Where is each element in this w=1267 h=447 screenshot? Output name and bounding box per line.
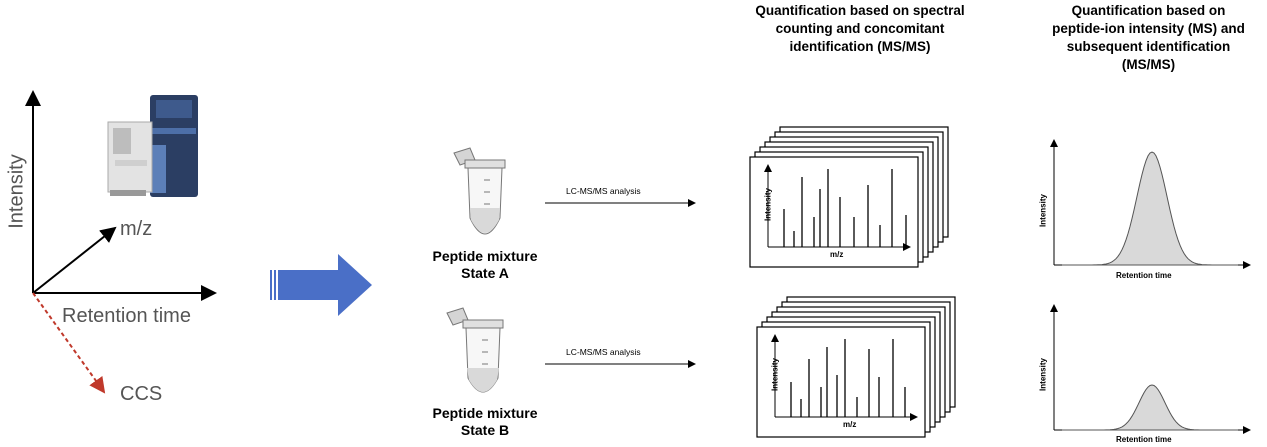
chromatogram-a-x-label: Retention time [1116,271,1172,280]
retention-time-axis-label: Retention time [62,305,191,327]
workflow-arrow [270,254,372,316]
analysis-label-a: LC-MS/MS analysis [566,186,641,196]
spectrum-stack-b [756,296,956,438]
chromatogram-peak [1062,384,1238,431]
ms-axes [25,90,217,394]
ccs-axis [32,292,106,394]
mz-axis-label: m/z [120,218,153,240]
ion-intensity-heading: Quantification based on peptide-ion inte… [1052,3,1245,72]
sample-b-label: Peptide mixture State B [410,405,560,439]
spectrum-b-x-label: m/z [843,420,857,429]
spectrum-frame [756,326,926,438]
spectrum-stack-a [749,126,949,268]
intensity-axis-label: Intensity [5,154,28,229]
chromatogram-a [1050,139,1251,269]
mass-spectrometer-icon [107,95,198,197]
chromatogram-b-x-label: Retention time [1116,435,1172,444]
tube-state-a [453,147,506,235]
spectrum-a-x-label: m/z [830,250,844,259]
spectral-counting-heading: Quantification based on spectral countin… [755,3,965,54]
chromatogram-a-y-label: Intensity [1038,194,1048,227]
chromatogram-peak [1062,151,1238,266]
sample-b-line1: Peptide mixture [432,405,538,421]
sample-a-line2: State A [461,265,509,281]
tube-state-b [446,307,504,393]
chromatogram-b [1050,304,1251,434]
analysis-label-b: LC-MS/MS analysis [566,347,641,357]
spectrum-b-y-label: Intensity [770,358,780,391]
sample-b-line2: State B [460,422,510,438]
spectrum-frame [749,156,919,268]
chromatogram-b-y-label: Intensity [1038,358,1048,391]
spectrum-a-y-label: Intensity [763,188,773,221]
ccs-axis-label: CCS [120,383,163,405]
mz-axis [32,226,117,294]
sample-a-label: Peptide mixture State A [410,248,560,282]
sample-a-line1: Peptide mixture [432,248,538,264]
